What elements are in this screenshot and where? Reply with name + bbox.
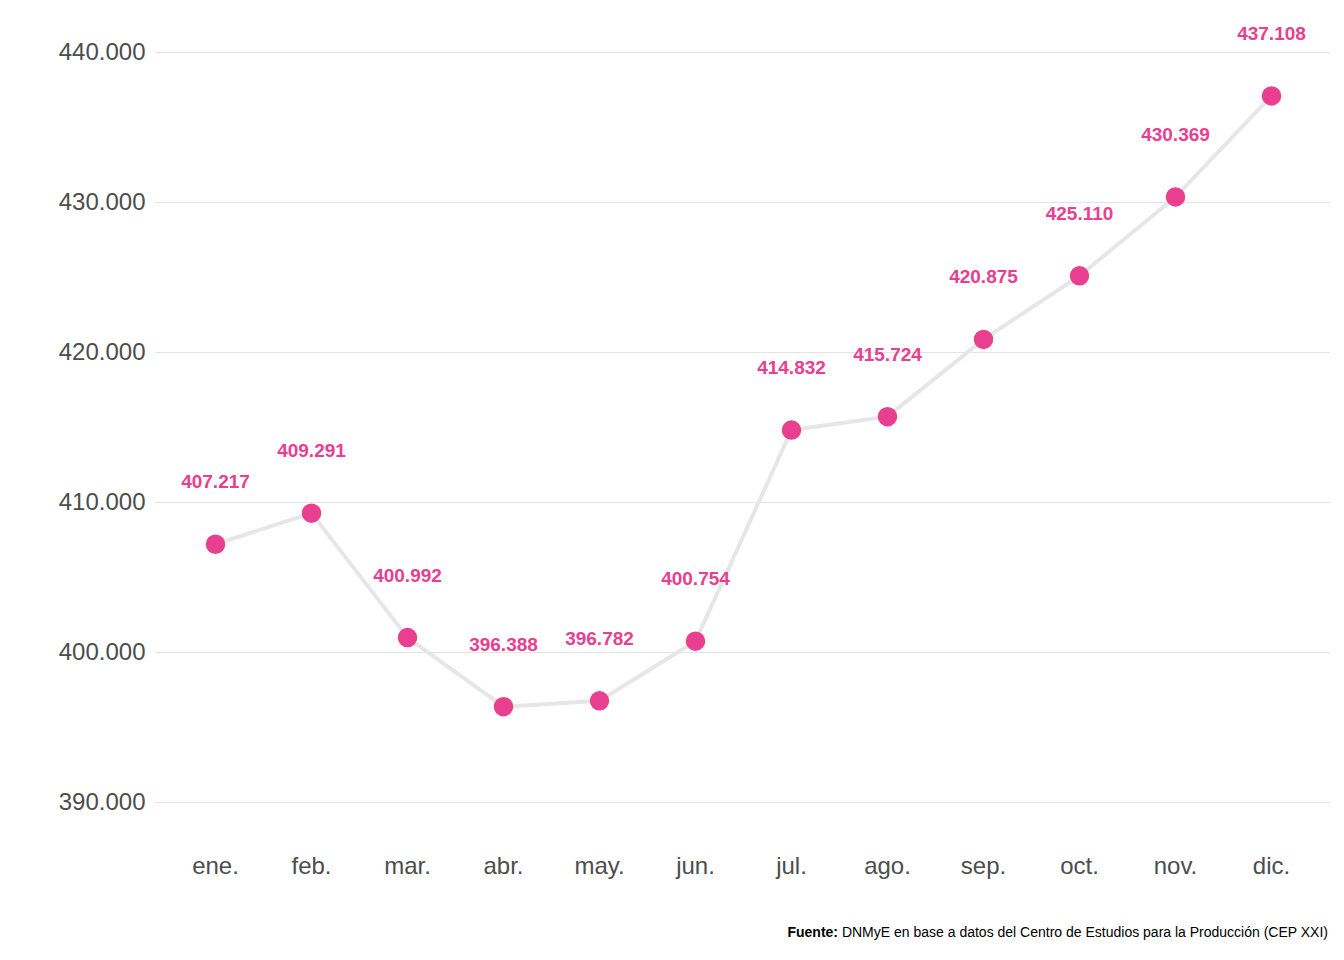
svg-text:dic.: dic.	[1253, 852, 1290, 879]
svg-text:409.291: 409.291	[277, 440, 346, 461]
svg-text:feb.: feb.	[291, 852, 331, 879]
svg-text:425.110: 425.110	[1046, 203, 1114, 224]
svg-text:430.000: 430.000	[59, 188, 146, 215]
svg-text:440.000: 440.000	[59, 38, 146, 65]
svg-text:407.217: 407.217	[181, 471, 250, 492]
svg-text:420.000: 420.000	[59, 338, 146, 365]
svg-text:415.724: 415.724	[853, 344, 922, 365]
svg-text:437.108: 437.108	[1237, 23, 1306, 44]
svg-text:410.000: 410.000	[59, 488, 146, 515]
html-text:Fuente: DNMyE en base a datos: Fuente: DNMyE en base a datos del Centro…	[787, 924, 1328, 940]
svg-text:400.754: 400.754	[661, 568, 730, 589]
svg-text:400.000: 400.000	[59, 638, 146, 665]
svg-text:oct.: oct.	[1060, 852, 1099, 879]
svg-text:390.000: 390.000	[59, 788, 146, 815]
svg-text:430.369: 430.369	[1141, 124, 1210, 145]
svg-text:400.992: 400.992	[373, 565, 442, 586]
svg-text:414.832: 414.832	[757, 357, 826, 378]
svg-text:jun.: jun.	[675, 852, 715, 879]
svg-text:jul.: jul.	[775, 852, 807, 879]
svg-text:may.: may.	[574, 852, 624, 879]
svg-text:420.875: 420.875	[949, 266, 1018, 287]
svg-text:nov.: nov.	[1154, 852, 1198, 879]
svg-text:396.782: 396.782	[565, 628, 634, 649]
svg-text:ago.: ago.	[864, 852, 911, 879]
svg-text:abr.: abr.	[483, 852, 523, 879]
svg-text:mar.: mar.	[384, 852, 431, 879]
svg-text:sep.: sep.	[961, 852, 1006, 879]
svg-text:396.388: 396.388	[469, 634, 538, 655]
svg-text:ene.: ene.	[192, 852, 239, 879]
